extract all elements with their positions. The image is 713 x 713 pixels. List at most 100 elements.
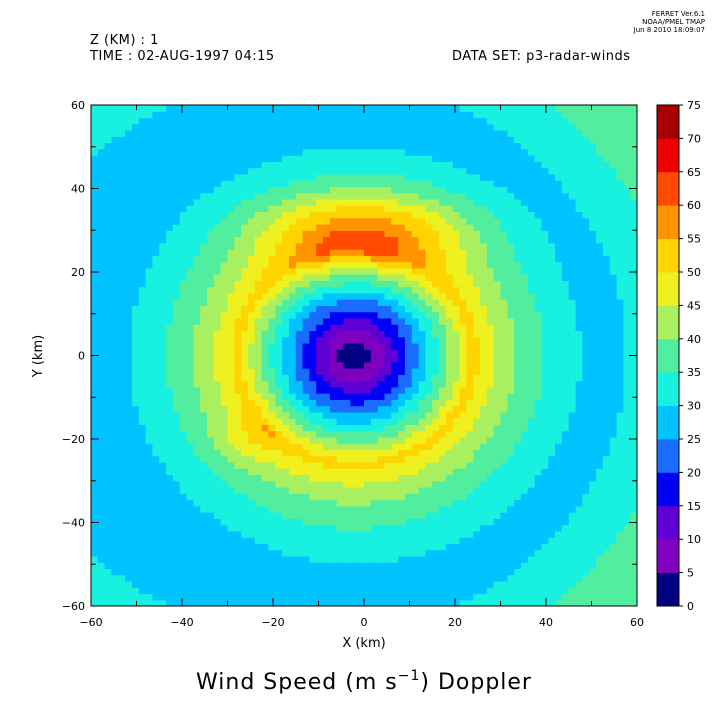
heatmap-cell (193, 355, 201, 363)
heatmap-cell (329, 449, 338, 457)
heatmap-cell (254, 117, 263, 125)
heatmap-cell (302, 505, 310, 513)
heatmap-cell (480, 242, 488, 250)
heatmap-cell (329, 217, 338, 225)
heatmap-cell (391, 355, 399, 363)
heatmap-cell (193, 555, 201, 563)
heatmap-cell (411, 249, 420, 256)
heatmap-cell (220, 267, 229, 275)
heatmap-cell (493, 223, 502, 231)
heatmap-cell (111, 136, 119, 144)
heatmap-cell (425, 487, 433, 494)
heatmap-cell (404, 292, 413, 300)
heatmap-cell (234, 493, 242, 501)
heatmap-cell (241, 155, 249, 162)
heatmap-cell (282, 105, 290, 112)
heatmap-cell (268, 142, 276, 150)
heatmap-cell (282, 198, 290, 206)
heatmap-cell (234, 305, 242, 313)
heatmap-cell (131, 136, 140, 144)
heatmap-cell (97, 424, 106, 432)
heatmap-cell (500, 487, 508, 494)
heatmap-cell (118, 167, 126, 175)
heatmap-cell (439, 405, 447, 413)
heatmap-cell (357, 167, 365, 175)
heatmap-cell (391, 123, 399, 131)
heatmap-cell (350, 555, 358, 563)
heatmap-cell (288, 311, 297, 319)
heatmap-cell (466, 261, 474, 269)
heatmap-cell (329, 443, 338, 451)
heatmap-cell (493, 317, 502, 325)
heatmap-cell (220, 161, 229, 169)
heatmap-cell (172, 424, 181, 432)
heatmap-cell (220, 505, 229, 513)
heatmap-cell (131, 537, 140, 544)
heatmap-cell (145, 111, 154, 119)
heatmap-cell (452, 599, 461, 606)
heatmap-cell (514, 518, 522, 526)
heatmap-cell (166, 480, 174, 488)
heatmap-cell (186, 192, 194, 200)
heatmap-cell (466, 324, 474, 332)
heatmap-cell (288, 117, 297, 125)
heatmap-cell (172, 255, 181, 263)
heatmap-cell (364, 173, 372, 181)
heatmap-cell (159, 242, 167, 250)
heatmap-cell (336, 599, 345, 606)
heatmap-cell (295, 274, 304, 281)
heatmap-cell (213, 549, 222, 557)
heatmap-cell (125, 180, 133, 188)
heatmap-cell (172, 562, 181, 570)
heatmap-cell (131, 449, 140, 457)
heatmap-cell (384, 242, 392, 250)
heatmap-cell (241, 555, 249, 563)
heatmap-cell (166, 599, 174, 606)
heatmap-cell (452, 449, 461, 457)
heatmap-cell (166, 211, 174, 219)
heatmap-cell (425, 292, 433, 300)
heatmap-cell (275, 380, 283, 388)
heatmap-cell (309, 386, 317, 394)
heatmap-cell (200, 342, 208, 350)
heatmap-cell (254, 274, 263, 281)
heatmap-cell (186, 274, 194, 281)
heatmap-cell (384, 386, 392, 394)
heatmap-cell (91, 543, 99, 551)
heatmap-cell (220, 342, 229, 350)
heatmap-cell (309, 155, 317, 162)
heatmap-cell (207, 198, 215, 206)
heatmap-cell (247, 436, 256, 444)
heatmap-cell (241, 480, 249, 488)
heatmap-cell (288, 299, 297, 306)
heatmap-cell (418, 543, 427, 551)
heatmap-cell (302, 468, 310, 476)
heatmap-cell (247, 105, 256, 112)
heatmap-cell (91, 568, 99, 576)
heatmap-cell (275, 587, 283, 595)
heatmap-cell (159, 305, 167, 313)
heatmap-cell (377, 342, 386, 350)
heatmap-cell (125, 223, 133, 231)
heatmap-cell (220, 117, 229, 125)
heatmap-cell (179, 361, 188, 369)
heatmap-cell (166, 380, 174, 388)
heatmap-cell (97, 505, 106, 513)
heatmap-cell (343, 368, 351, 375)
heatmap-cell (227, 161, 235, 169)
heatmap-cell (282, 267, 290, 275)
heatmap-cell (193, 261, 201, 269)
heatmap-cell (493, 142, 502, 150)
heatmap-cell (459, 493, 467, 501)
heatmap-cell (309, 336, 317, 344)
heatmap-cell (309, 186, 317, 194)
heatmap-cell (118, 117, 126, 125)
heatmap-cell (309, 587, 317, 595)
heatmap-cell (357, 205, 365, 213)
heatmap-cell (275, 173, 283, 181)
heatmap-cell (370, 530, 379, 538)
heatmap-cell (514, 555, 522, 563)
heatmap-cell (282, 512, 290, 519)
heatmap-cell (432, 562, 440, 570)
heatmap-cell (234, 130, 242, 137)
